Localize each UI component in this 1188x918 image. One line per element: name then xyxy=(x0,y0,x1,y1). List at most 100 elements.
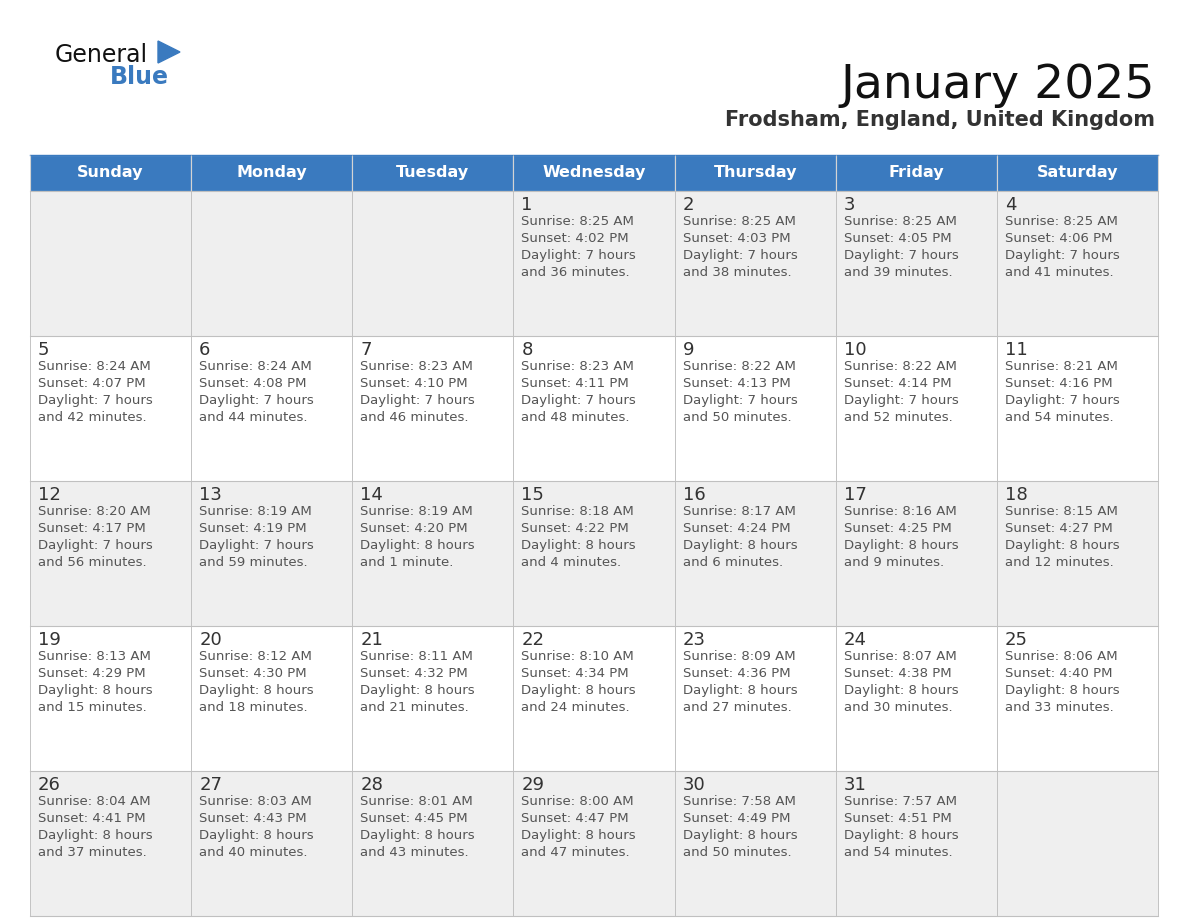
Text: Daylight: 7 hours: Daylight: 7 hours xyxy=(522,394,637,407)
Bar xyxy=(675,336,835,481)
Text: 10: 10 xyxy=(843,341,866,359)
Text: Sunset: 4:14 PM: Sunset: 4:14 PM xyxy=(843,377,952,390)
Text: Sunset: 4:20 PM: Sunset: 4:20 PM xyxy=(360,522,468,535)
Text: Sunset: 4:03 PM: Sunset: 4:03 PM xyxy=(683,232,790,245)
Text: Sunset: 4:17 PM: Sunset: 4:17 PM xyxy=(38,522,146,535)
Text: Sunrise: 8:00 AM: Sunrise: 8:00 AM xyxy=(522,795,634,808)
Text: Daylight: 8 hours: Daylight: 8 hours xyxy=(360,684,475,697)
Text: Sunrise: 8:24 AM: Sunrise: 8:24 AM xyxy=(200,360,312,373)
Text: 13: 13 xyxy=(200,486,222,504)
Bar xyxy=(513,626,675,771)
Text: and 37 minutes.: and 37 minutes. xyxy=(38,846,147,859)
Text: Sunset: 4:08 PM: Sunset: 4:08 PM xyxy=(200,377,307,390)
Text: Daylight: 8 hours: Daylight: 8 hours xyxy=(522,684,636,697)
Text: Sunset: 4:36 PM: Sunset: 4:36 PM xyxy=(683,667,790,680)
Text: Friday: Friday xyxy=(889,165,944,181)
Bar xyxy=(513,155,675,191)
Text: 22: 22 xyxy=(522,631,544,649)
Text: and 15 minutes.: and 15 minutes. xyxy=(38,701,147,714)
Text: 2: 2 xyxy=(683,196,694,214)
Text: and 4 minutes.: and 4 minutes. xyxy=(522,556,621,569)
Text: Daylight: 7 hours: Daylight: 7 hours xyxy=(38,394,153,407)
Text: Wednesday: Wednesday xyxy=(542,165,646,181)
Bar xyxy=(191,771,353,916)
Text: Sunset: 4:32 PM: Sunset: 4:32 PM xyxy=(360,667,468,680)
Bar xyxy=(675,626,835,771)
Bar xyxy=(835,191,997,336)
Text: and 40 minutes.: and 40 minutes. xyxy=(200,846,308,859)
Text: Sunrise: 8:25 AM: Sunrise: 8:25 AM xyxy=(522,215,634,228)
Text: 17: 17 xyxy=(843,486,866,504)
Text: 19: 19 xyxy=(38,631,61,649)
Text: 4: 4 xyxy=(1005,196,1017,214)
Text: Daylight: 8 hours: Daylight: 8 hours xyxy=(360,829,475,842)
Text: Sunrise: 8:11 AM: Sunrise: 8:11 AM xyxy=(360,650,473,663)
Text: Sunrise: 8:01 AM: Sunrise: 8:01 AM xyxy=(360,795,473,808)
Bar xyxy=(191,481,353,626)
Text: 23: 23 xyxy=(683,631,706,649)
Bar xyxy=(191,336,353,481)
Text: Daylight: 8 hours: Daylight: 8 hours xyxy=(683,539,797,552)
Text: Daylight: 7 hours: Daylight: 7 hours xyxy=(843,249,959,262)
Bar xyxy=(997,626,1158,771)
Text: 1: 1 xyxy=(522,196,532,214)
Text: Daylight: 7 hours: Daylight: 7 hours xyxy=(200,539,314,552)
Text: 11: 11 xyxy=(1005,341,1028,359)
Text: Sunrise: 8:17 AM: Sunrise: 8:17 AM xyxy=(683,505,796,518)
Text: Sunset: 4:34 PM: Sunset: 4:34 PM xyxy=(522,667,630,680)
Text: and 52 minutes.: and 52 minutes. xyxy=(843,411,953,424)
Bar xyxy=(835,626,997,771)
Text: Daylight: 8 hours: Daylight: 8 hours xyxy=(843,539,959,552)
Text: Daylight: 7 hours: Daylight: 7 hours xyxy=(1005,394,1119,407)
Text: Daylight: 7 hours: Daylight: 7 hours xyxy=(38,539,153,552)
Text: Sunset: 4:41 PM: Sunset: 4:41 PM xyxy=(38,812,146,825)
Text: Monday: Monday xyxy=(236,165,307,181)
Text: Sunrise: 8:10 AM: Sunrise: 8:10 AM xyxy=(522,650,634,663)
Text: Sunset: 4:45 PM: Sunset: 4:45 PM xyxy=(360,812,468,825)
Text: Sunrise: 8:16 AM: Sunrise: 8:16 AM xyxy=(843,505,956,518)
Text: 24: 24 xyxy=(843,631,867,649)
Text: Sunset: 4:43 PM: Sunset: 4:43 PM xyxy=(200,812,307,825)
Bar xyxy=(353,155,513,191)
Text: 25: 25 xyxy=(1005,631,1028,649)
Text: 16: 16 xyxy=(683,486,706,504)
Text: Sunrise: 8:09 AM: Sunrise: 8:09 AM xyxy=(683,650,795,663)
Text: and 54 minutes.: and 54 minutes. xyxy=(1005,411,1113,424)
Text: Sunrise: 8:18 AM: Sunrise: 8:18 AM xyxy=(522,505,634,518)
Text: Daylight: 8 hours: Daylight: 8 hours xyxy=(200,829,314,842)
Text: Sunset: 4:05 PM: Sunset: 4:05 PM xyxy=(843,232,952,245)
Text: Tuesday: Tuesday xyxy=(397,165,469,181)
Text: Daylight: 7 hours: Daylight: 7 hours xyxy=(843,394,959,407)
Text: Sunset: 4:07 PM: Sunset: 4:07 PM xyxy=(38,377,146,390)
Text: and 56 minutes.: and 56 minutes. xyxy=(38,556,146,569)
Text: Sunrise: 8:23 AM: Sunrise: 8:23 AM xyxy=(522,360,634,373)
Text: 6: 6 xyxy=(200,341,210,359)
Text: Daylight: 7 hours: Daylight: 7 hours xyxy=(683,249,797,262)
Text: and 41 minutes.: and 41 minutes. xyxy=(1005,266,1113,279)
Text: and 36 minutes.: and 36 minutes. xyxy=(522,266,630,279)
Bar xyxy=(997,191,1158,336)
Text: Daylight: 8 hours: Daylight: 8 hours xyxy=(1005,539,1119,552)
Text: Sunset: 4:16 PM: Sunset: 4:16 PM xyxy=(1005,377,1112,390)
Text: 21: 21 xyxy=(360,631,384,649)
Text: Sunrise: 8:24 AM: Sunrise: 8:24 AM xyxy=(38,360,151,373)
Bar xyxy=(30,771,191,916)
Bar xyxy=(513,481,675,626)
Text: Daylight: 8 hours: Daylight: 8 hours xyxy=(522,539,636,552)
Text: and 38 minutes.: and 38 minutes. xyxy=(683,266,791,279)
Text: Sunrise: 7:58 AM: Sunrise: 7:58 AM xyxy=(683,795,796,808)
Text: Daylight: 8 hours: Daylight: 8 hours xyxy=(522,829,636,842)
Text: Daylight: 8 hours: Daylight: 8 hours xyxy=(843,684,959,697)
Bar xyxy=(353,481,513,626)
Text: Sunrise: 8:25 AM: Sunrise: 8:25 AM xyxy=(1005,215,1118,228)
Text: Sunrise: 8:06 AM: Sunrise: 8:06 AM xyxy=(1005,650,1118,663)
Bar xyxy=(30,336,191,481)
Bar xyxy=(30,626,191,771)
Text: Sunrise: 8:22 AM: Sunrise: 8:22 AM xyxy=(843,360,956,373)
Bar xyxy=(513,336,675,481)
Text: Frodsham, England, United Kingdom: Frodsham, England, United Kingdom xyxy=(725,110,1155,130)
Text: Sunrise: 8:22 AM: Sunrise: 8:22 AM xyxy=(683,360,796,373)
Text: January 2025: January 2025 xyxy=(840,63,1155,108)
Bar xyxy=(30,481,191,626)
Text: Sunset: 4:51 PM: Sunset: 4:51 PM xyxy=(843,812,952,825)
